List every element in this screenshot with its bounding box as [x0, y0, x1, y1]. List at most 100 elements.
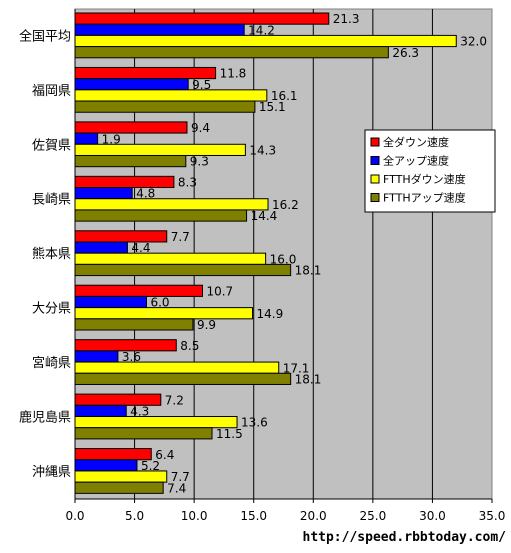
legend-swatch: [370, 193, 380, 202]
bar: [74, 209, 248, 222]
bar: [74, 339, 177, 352]
bar: [74, 404, 127, 418]
value-labels: 21.3 14.2 32.0 26.3 11.8 9.5 16.115.1 9.4 1.9 14.…: [102, 12, 487, 495]
value-label: 17.1: [283, 361, 310, 375]
legend-box: [364, 129, 496, 213]
value-label: 16.0: [270, 252, 297, 266]
bar: [74, 198, 269, 211]
bar: [74, 361, 280, 374]
value-label: 6.4: [155, 448, 174, 462]
legend-label: FTTHダウン速度: [383, 172, 466, 186]
value-label: 5.2: [141, 459, 160, 473]
bar: [74, 416, 238, 429]
bar: [74, 12, 330, 25]
bar: [74, 350, 119, 363]
bar: [74, 23, 245, 36]
x-tick-label: 15.0: [240, 509, 267, 523]
value-label: 9.4: [191, 121, 210, 135]
value-label: 4.4: [131, 241, 150, 255]
legend-label: 全アップ速度: [383, 154, 449, 168]
value-label: 9.5: [192, 78, 211, 92]
value-label: 1.9: [102, 132, 121, 146]
legend-label: 全ダウン速度: [383, 135, 449, 149]
bar: [74, 481, 164, 494]
category-label: 沖縄県: [32, 465, 71, 480]
value-label: 8.5: [180, 339, 199, 353]
value-label: 16.2: [272, 198, 299, 212]
bar: [74, 121, 188, 134]
bar: [74, 143, 246, 156]
bars: [74, 12, 457, 494]
value-label: 16.1: [271, 89, 298, 103]
x-tick-label: 25.0: [359, 509, 386, 523]
bar: [74, 241, 128, 254]
legend-label: FTTHアップ速度: [383, 191, 466, 205]
bar: [74, 372, 292, 385]
value-label: 18.1: [295, 372, 322, 386]
bar: [74, 132, 99, 145]
value-label: 9.3: [190, 155, 209, 169]
value-label: 13.6: [241, 416, 268, 430]
x-tick-label: 10.0: [181, 509, 208, 523]
value-label: 3.6: [122, 350, 141, 364]
x-tick-label: 35.0: [479, 509, 506, 523]
bar: [74, 252, 267, 265]
category-label: 宮崎県: [32, 355, 71, 371]
bar: [74, 175, 175, 189]
bar: [74, 100, 256, 113]
value-label: 11.5: [216, 427, 243, 441]
value-label: 14.9: [257, 307, 284, 321]
bar: [74, 318, 194, 331]
legend-swatch: [370, 137, 380, 147]
value-label: 10.7: [206, 284, 233, 298]
bar: [74, 187, 133, 200]
category-label: 佐賀県: [32, 138, 71, 153]
value-label: 14.2: [248, 23, 275, 37]
value-label: 7.7: [171, 470, 190, 484]
bar: [74, 89, 268, 102]
bar: [74, 448, 152, 461]
bar: [74, 230, 168, 243]
value-label: 11.8: [220, 67, 247, 81]
bar: [74, 284, 203, 297]
value-label: 21.3: [333, 12, 360, 26]
bar: [74, 459, 138, 472]
value-label: 14.4: [251, 209, 278, 223]
value-label: 7.2: [165, 393, 184, 407]
value-label: 8.3: [178, 176, 197, 190]
value-label: 32.0: [460, 35, 487, 49]
x-tick-label: 5.0: [125, 509, 144, 523]
value-label: 7.7: [171, 230, 190, 244]
legend-swatch: [370, 174, 380, 184]
x-tick-labels: 0.0 5.0 10.0 15.0 20.0 25.0 30.0 35.0: [65, 509, 505, 523]
value-label: 9.9: [197, 318, 216, 332]
bar: [74, 154, 187, 168]
value-label: 26.3: [392, 46, 419, 60]
bar: [74, 263, 292, 277]
bar: [74, 427, 213, 440]
bar: [74, 46, 389, 59]
legend-swatch: [370, 156, 380, 165]
value-label: 4.8: [136, 187, 155, 201]
x-tick-label: 30.0: [419, 509, 446, 523]
x-tick-label: 0.0: [65, 509, 84, 523]
category-label: 鹿児島県: [19, 410, 71, 426]
value-label: 7.4: [167, 481, 186, 495]
value-label: 18.1: [295, 264, 322, 278]
value-label: 15.1: [259, 100, 286, 114]
value-label: 6.0: [150, 296, 169, 310]
category-label: 福岡県: [32, 84, 71, 99]
category-label: 熊本県: [32, 246, 71, 262]
category-label: 長崎県: [32, 193, 71, 208]
x-tick-label: 20.0: [300, 509, 327, 523]
bar: [74, 78, 189, 91]
value-label: 14.3: [249, 143, 276, 157]
value-label: 4.3: [130, 405, 149, 419]
category-label: 大分県: [32, 302, 71, 317]
source-url: http://speed.rbbtoday.com/: [302, 530, 507, 545]
category-label: 全国平均: [19, 28, 71, 44]
bar: [74, 295, 147, 309]
